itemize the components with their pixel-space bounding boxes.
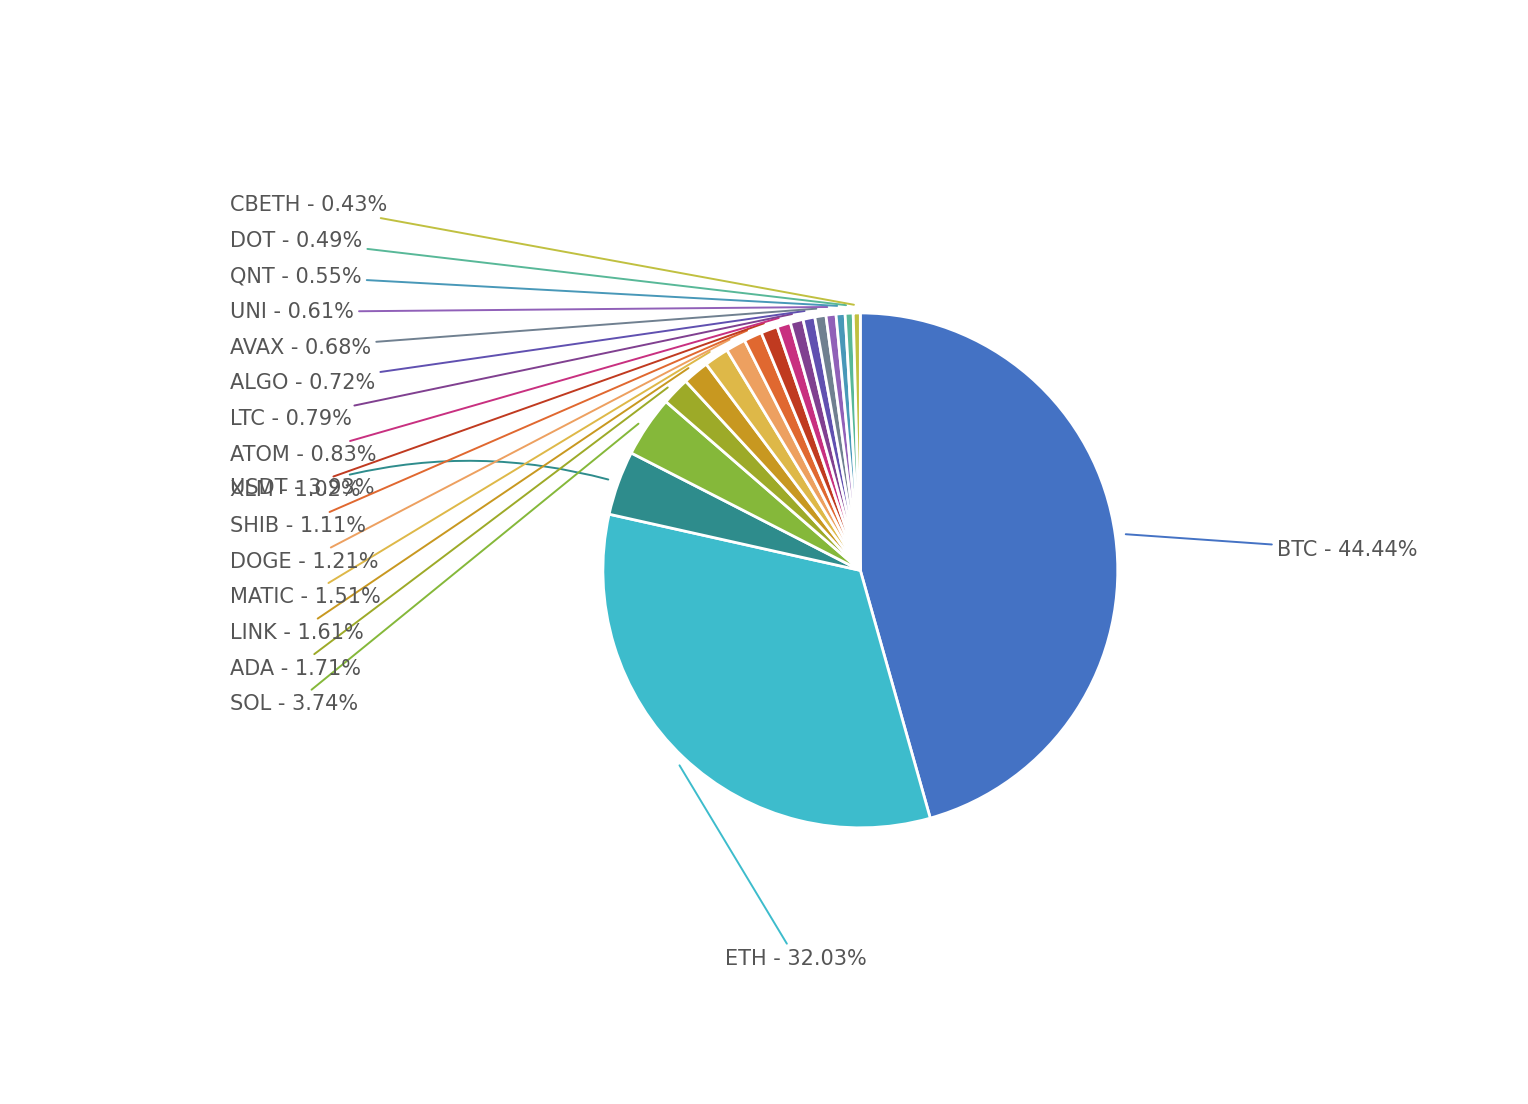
Wedge shape — [836, 314, 860, 571]
Text: MATIC - 1.51%: MATIC - 1.51% — [229, 352, 709, 607]
Wedge shape — [804, 317, 860, 571]
Wedge shape — [744, 332, 860, 571]
Wedge shape — [778, 322, 860, 571]
Text: ATOM - 0.83%: ATOM - 0.83% — [229, 318, 779, 465]
Wedge shape — [790, 319, 860, 571]
Wedge shape — [761, 327, 860, 571]
Text: AVAX - 0.68%: AVAX - 0.68% — [229, 309, 816, 358]
Wedge shape — [686, 364, 860, 571]
Text: SOL - 3.74%: SOL - 3.74% — [229, 424, 639, 714]
Wedge shape — [706, 350, 860, 571]
Text: ADA - 1.71%: ADA - 1.71% — [229, 388, 668, 679]
Wedge shape — [814, 316, 860, 571]
Text: QNT - 0.55%: QNT - 0.55% — [229, 266, 837, 306]
Text: DOGE - 1.21%: DOGE - 1.21% — [229, 340, 729, 572]
Wedge shape — [853, 312, 860, 571]
Text: XLM - 1.02%: XLM - 1.02% — [229, 323, 764, 500]
Text: UNI - 0.61%: UNI - 0.61% — [229, 301, 827, 322]
Wedge shape — [845, 314, 860, 571]
Text: LINK - 1.61%: LINK - 1.61% — [229, 368, 689, 643]
Text: ETH - 32.03%: ETH - 32.03% — [680, 765, 866, 969]
Wedge shape — [827, 315, 860, 571]
Wedge shape — [666, 381, 860, 571]
Wedge shape — [727, 340, 860, 571]
Text: USDT - 3.93%: USDT - 3.93% — [229, 460, 608, 498]
Text: CBETH - 0.43%: CBETH - 0.43% — [229, 194, 854, 305]
Text: SHIB - 1.11%: SHIB - 1.11% — [229, 330, 747, 535]
Text: BTC - 44.44%: BTC - 44.44% — [1126, 534, 1418, 560]
Wedge shape — [610, 453, 860, 571]
Text: LTC - 0.79%: LTC - 0.79% — [229, 314, 792, 428]
Wedge shape — [860, 312, 1118, 818]
Wedge shape — [631, 402, 860, 571]
Text: DOT - 0.49%: DOT - 0.49% — [229, 231, 847, 305]
Wedge shape — [604, 514, 931, 828]
Text: ALGO - 0.72%: ALGO - 0.72% — [229, 311, 805, 393]
